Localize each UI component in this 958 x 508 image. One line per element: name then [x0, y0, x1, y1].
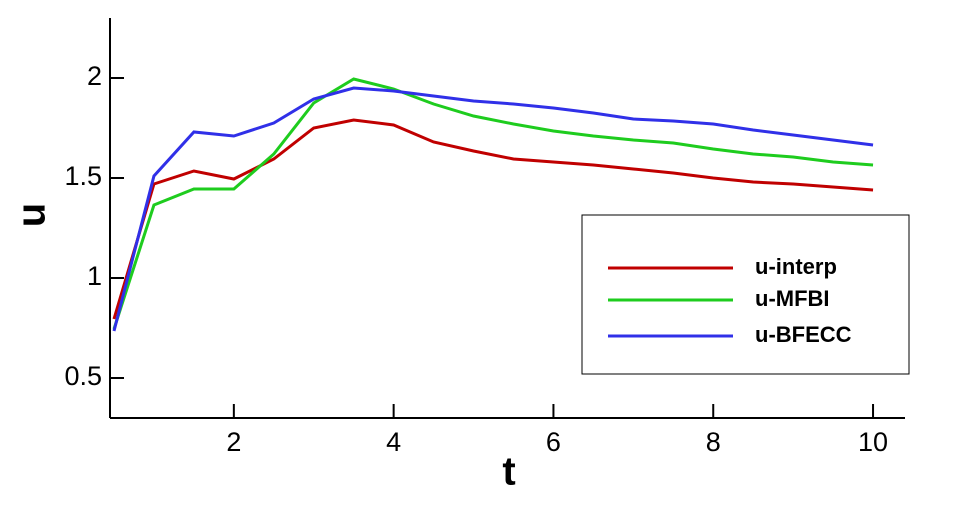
x-tick-label: 6: [546, 427, 561, 457]
x-tick-label: 2: [226, 427, 241, 457]
y-tick-label: 1.5: [64, 161, 102, 191]
data-line: [112, 77, 874, 330]
x-axis-title: t: [502, 450, 515, 494]
y-tick-label: 0.5: [64, 361, 102, 391]
data-line: [112, 118, 874, 320]
legend-label: u-interp: [755, 254, 837, 279]
y-tick-label: 2: [87, 61, 102, 91]
x-tick-label: 4: [386, 427, 401, 457]
x-tick-label: 8: [706, 427, 721, 457]
y-axis-title: u: [10, 203, 54, 227]
x-tick-label: 10: [858, 427, 888, 457]
legend-label: u-BFECC: [755, 322, 852, 347]
legend-label: u-MFBI: [755, 286, 830, 311]
legend-box: [581, 214, 910, 375]
data-line: [112, 86, 874, 332]
y-tick-label: 1: [87, 261, 102, 291]
